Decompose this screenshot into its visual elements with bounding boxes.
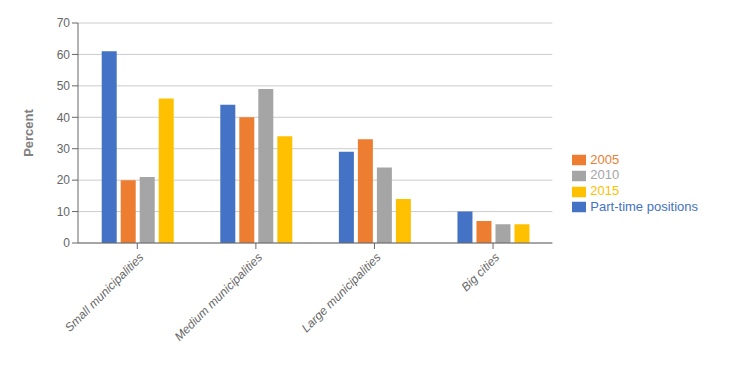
svg-text:40: 40 (57, 111, 71, 125)
html-text:2015: 2015 (590, 183, 620, 198)
html-text:Part-time positions: Part-time positions (590, 198, 698, 214)
html-text:2010: 2010 (590, 167, 620, 183)
svg-text:50: 50 (57, 79, 71, 93)
svg-text:20: 20 (57, 173, 71, 187)
svg-text:30: 30 (57, 142, 71, 156)
svg-text:Percent: Percent (21, 108, 36, 156)
svg-text:0: 0 (63, 236, 70, 250)
svg-text:Medium municipalities: Medium municipalities (172, 250, 265, 343)
html-text:2005: 2005 (590, 151, 620, 167)
svg-text:70: 70 (57, 16, 71, 30)
svg-text:10: 10 (57, 205, 71, 219)
svg-text:Small municipalities: Small municipalities (62, 250, 146, 334)
svg-text:60: 60 (57, 48, 71, 62)
svg-text:Big cities: Big cities (458, 250, 502, 294)
svg-text:Large municipalities: Large municipalities (299, 250, 384, 335)
